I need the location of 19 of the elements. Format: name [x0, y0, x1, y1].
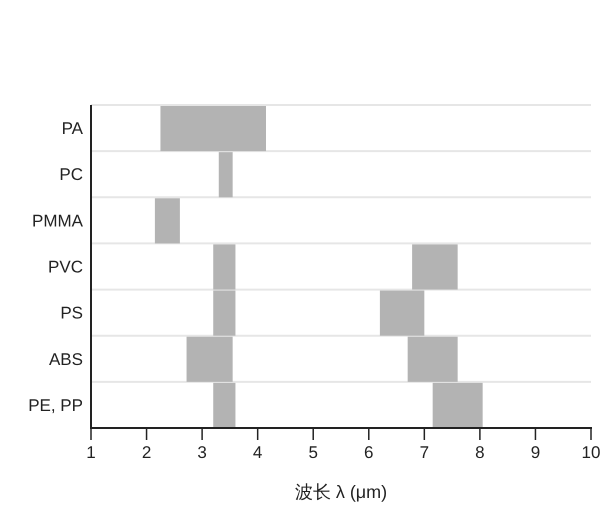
y-tick-label: PMMA [32, 211, 84, 230]
x-tick-label: 9 [530, 443, 540, 462]
x-tick-label: 7 [420, 443, 430, 462]
y-tick-label: ABS [48, 350, 83, 369]
x-tick-label: 3 [197, 443, 207, 462]
y-tick-label: PC [59, 165, 83, 184]
bar [154, 198, 180, 244]
y-tick-label: PA [62, 119, 84, 138]
x-tick-label: 4 [252, 443, 262, 462]
y-tick-label: PS [60, 304, 83, 323]
x-tick-label: 6 [364, 443, 374, 462]
x-tick-label: 8 [475, 443, 485, 462]
x-tick-label: 5 [308, 443, 318, 462]
x-tick-label: 1 [86, 443, 96, 462]
y-tick-label: PE, PP [28, 396, 83, 415]
y-tick-label: PVC [48, 258, 83, 276]
x-axis-title: 波长 λ (μm) [294, 482, 388, 502]
x-tick-label: 2 [142, 443, 152, 462]
x-tick-label: 10 [582, 443, 600, 462]
